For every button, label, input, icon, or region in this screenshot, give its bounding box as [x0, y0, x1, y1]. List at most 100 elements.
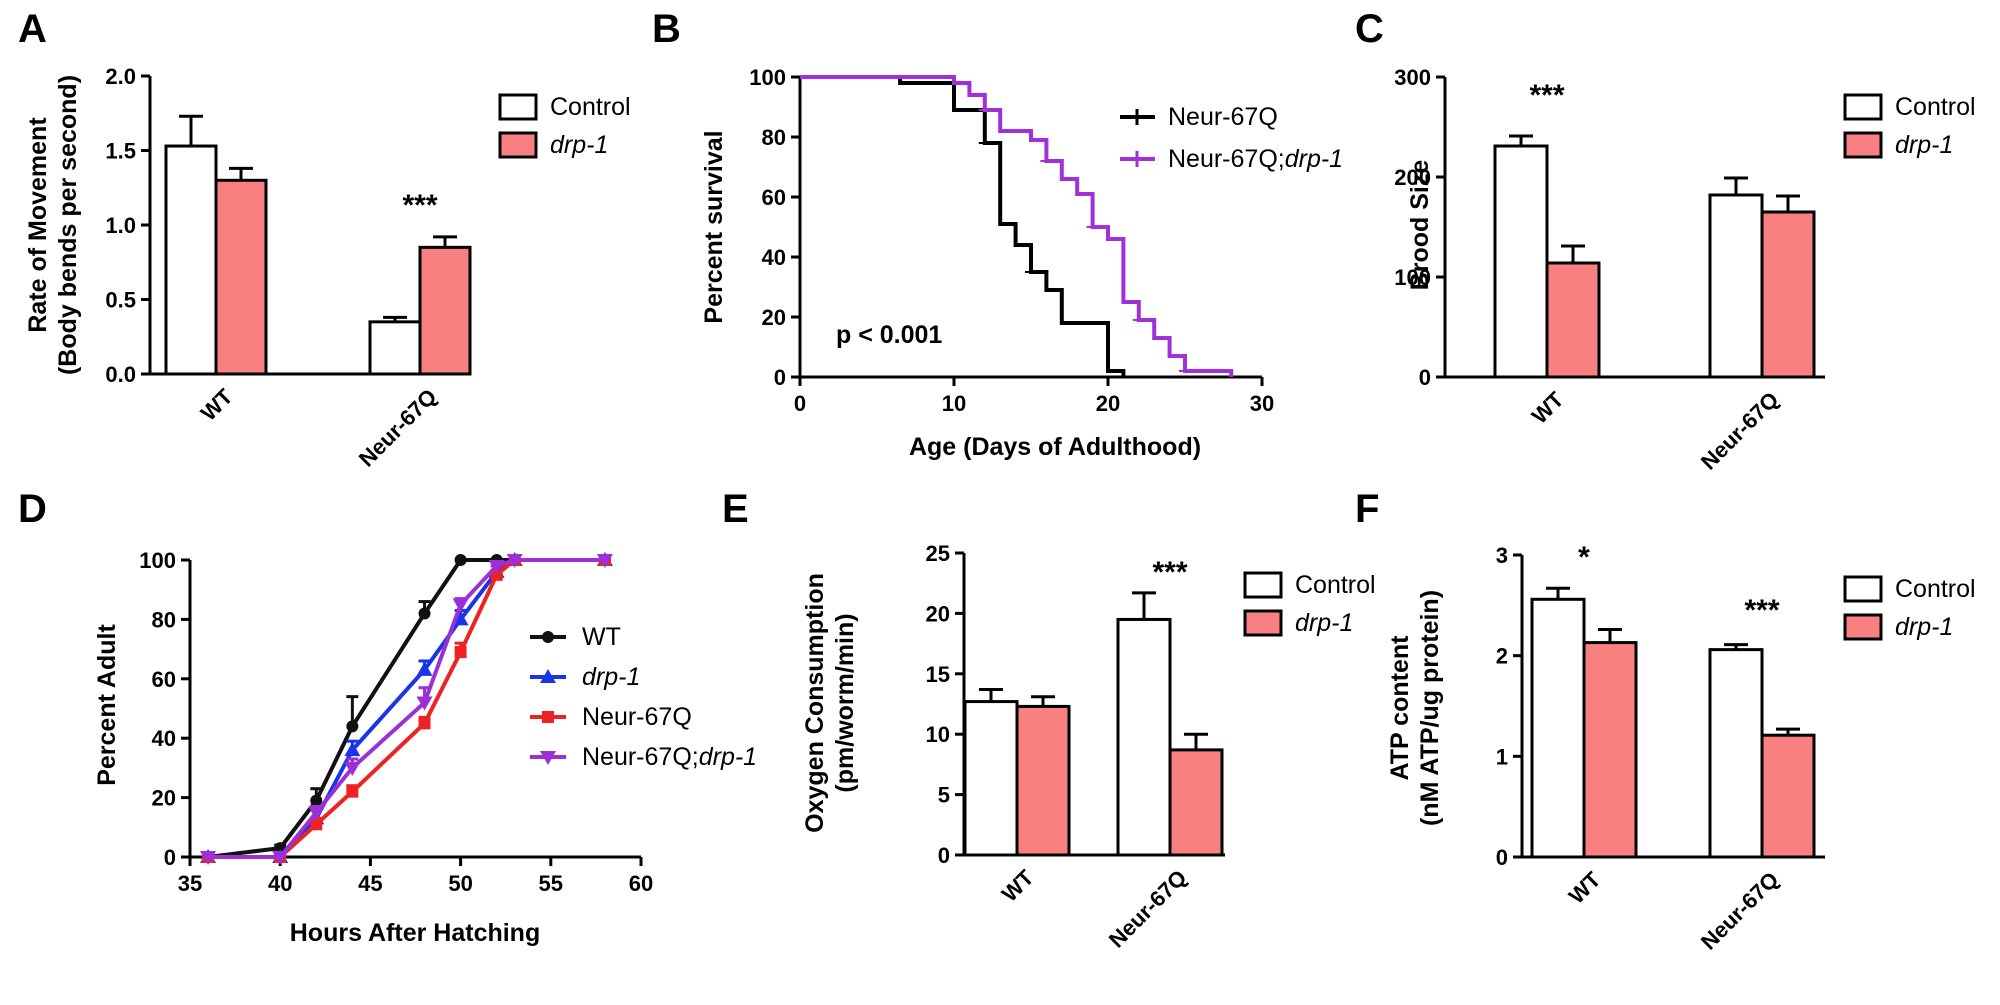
y-tick-label: 60 [762, 185, 786, 210]
y-tick-label: 15 [926, 662, 950, 687]
x-tick-label: Neur-67Q [1696, 867, 1784, 955]
significance-label: *** [1152, 556, 1187, 589]
y-tick-label: 0.0 [105, 362, 136, 387]
data-point [540, 669, 556, 683]
legend-text-italic: drp-1 [1895, 131, 1953, 159]
y-tick-label: 0 [1419, 365, 1431, 390]
x-tick-label: 10 [942, 391, 966, 416]
panel-a: 0.0 0.5 1.0 1.5 2.0 Rate of Movement (Body ben… [24, 64, 631, 472]
y-tick-label: 300 [1394, 65, 1431, 90]
legend-text-italic: drp-1 [1295, 609, 1353, 637]
y-tick-label: 2 [1496, 644, 1508, 669]
data-point [310, 794, 323, 807]
legend-label: Neur-67Q [582, 703, 692, 731]
bar-control-wt [164, 144, 218, 376]
x-tick-label: Neur-67Q [1696, 387, 1784, 475]
legend-text-part: Neur-67Q; [1168, 145, 1285, 173]
legend-text-italic: drp-1 [1895, 613, 1953, 641]
legend-label: Control [1895, 93, 1976, 121]
panel-e: 0 5 10 15 20 25 Oxygen Consumption (pm/worm/min… [801, 541, 1376, 953]
y-tick-label: 0 [1496, 845, 1508, 870]
y-axis-label: (pm/worm/min) [831, 613, 859, 792]
y-axis-label: Rate of Movement [24, 117, 52, 333]
data-point [344, 761, 361, 776]
x-tick-label: 45 [358, 871, 382, 896]
legend-swatch-control [1243, 571, 1283, 599]
bar-drp1-neur-67q [1168, 748, 1224, 857]
y-tick-label: 80 [762, 125, 786, 150]
data-point [452, 611, 469, 626]
data-point [506, 554, 523, 568]
legend-label: Control [1895, 575, 1976, 603]
bar-drp1-wt [1015, 704, 1071, 857]
y-tick-label: 80 [152, 607, 176, 632]
bar-control-neur-67q [1116, 617, 1172, 857]
y-tick-label: 200 [1394, 165, 1431, 190]
data-point [200, 851, 217, 865]
y-tick-label: 20 [926, 601, 950, 626]
data-point [418, 717, 431, 730]
legend-text-italic: drp-1 [699, 743, 757, 771]
panel-d: 0 20 40 60 80 100 35 40 45 50 55 60 Hours After Hatc… [93, 548, 757, 947]
x-tick-label: 20 [1096, 391, 1120, 416]
x-tick-label: WT [1564, 866, 1606, 908]
bar-control-wt [1530, 597, 1586, 859]
data-point [488, 559, 505, 574]
legend-label: Neur-67Q [1168, 103, 1278, 131]
bar-control-wt [1493, 144, 1549, 379]
data-point [308, 806, 325, 821]
x-tick-label: Neur-67Q [354, 384, 442, 472]
panel-c: 0 100 200 300 Brood Size WT Neur-67Q *** Control… [1394, 65, 1975, 475]
bar-control-wt [963, 700, 1019, 857]
x-axis-label: Hours After Hatching [290, 919, 540, 947]
data-point [344, 742, 361, 757]
legend-label: drp-1 [1895, 613, 1953, 641]
x-tick-label: WT [1527, 386, 1569, 428]
legend-text-italic: drp-1 [582, 663, 640, 691]
data-point [272, 851, 289, 865]
survival-curve-neur-67q-drp1 [800, 75, 1234, 377]
x-axis-label: Age (Days of Adulthood) [909, 433, 1201, 461]
significance-label: *** [1744, 594, 1779, 627]
data-point [542, 711, 554, 723]
y-tick-label: 0 [164, 845, 176, 870]
y-axis-label: Percent survival [700, 130, 728, 323]
x-tick-label: 30 [1250, 391, 1274, 416]
panel-letter-f: F [1355, 487, 1379, 531]
y-tick-label: 5 [938, 783, 950, 808]
y-tick-label: 1 [1496, 744, 1508, 769]
significance-label: * [1578, 541, 1590, 574]
y-tick-label: 3 [1496, 543, 1508, 568]
series-line-drp-1 [208, 558, 605, 859]
data-point [416, 661, 433, 676]
significance-label: *** [402, 189, 437, 222]
y-axis-label: Brood Size [1406, 160, 1434, 291]
bar-control-neur-67q [1708, 648, 1764, 859]
y-tick-label: 20 [762, 305, 786, 330]
x-tick-label: 50 [448, 871, 472, 896]
legend-label: Neur-67Q;drp-1 [582, 743, 757, 771]
significance-label: *** [1529, 79, 1564, 112]
data-point [454, 554, 467, 566]
legend-label: drp-1 [1895, 131, 1953, 159]
x-tick-label: Neur-67Q [1104, 865, 1192, 953]
legend-label: drp-1 [1295, 609, 1353, 637]
y-axis-label: (nM ATP/ug protein) [1416, 590, 1444, 826]
y-tick-label: 40 [762, 245, 786, 270]
data-point [418, 607, 431, 620]
y-axis-label: (Body bends per second) [54, 75, 82, 375]
legend-text-part: Neur-67Q; [582, 743, 699, 771]
data-point [452, 598, 469, 613]
legend-label: Neur-67Q;drp-1 [1168, 145, 1343, 173]
legend-text-italic: drp-1 [550, 131, 608, 159]
bar-drp1-neur-67q [1760, 210, 1816, 379]
legend-text-italic: drp-1 [1285, 145, 1343, 173]
y-tick-label: 0 [938, 843, 950, 868]
legend-swatch-control [1843, 93, 1883, 121]
bar-control-neur-67q [368, 320, 422, 376]
legend-label: Control [550, 93, 631, 121]
legend-swatch-drp1 [1843, 131, 1883, 159]
y-tick-label: 100 [1394, 265, 1431, 290]
legend-label: Control [1295, 571, 1376, 599]
panel-letter-b: B [652, 7, 681, 51]
